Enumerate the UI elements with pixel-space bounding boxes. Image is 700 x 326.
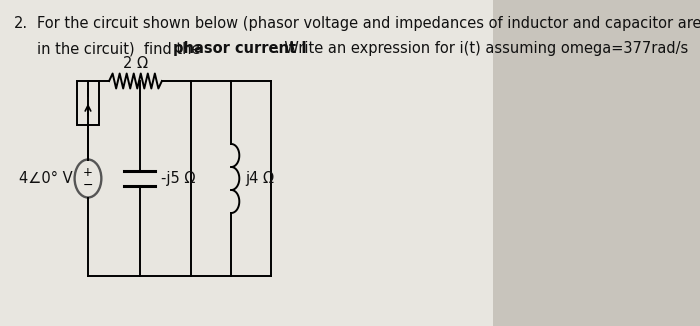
Text: 2 Ω: 2 Ω [123, 56, 148, 71]
Text: phasor current I: phasor current I [173, 41, 307, 56]
Text: j4 Ω: j4 Ω [245, 171, 274, 186]
Text: +: + [83, 166, 93, 179]
FancyBboxPatch shape [78, 81, 99, 125]
FancyBboxPatch shape [0, 0, 493, 326]
Text: . Write an expression for i(t) assuming omega=377rad/s: . Write an expression for i(t) assuming … [274, 41, 688, 56]
Text: I: I [86, 87, 90, 100]
Text: −: − [83, 179, 93, 192]
Text: 2.: 2. [14, 16, 28, 31]
Text: For the circuit shown below (phasor voltage and impedances of inductor and capac: For the circuit shown below (phasor volt… [36, 16, 700, 31]
Text: -j5 Ω: -j5 Ω [161, 171, 195, 186]
Text: in the circuit)  find the: in the circuit) find the [36, 41, 204, 56]
Text: 4∠0° V: 4∠0° V [19, 171, 73, 186]
